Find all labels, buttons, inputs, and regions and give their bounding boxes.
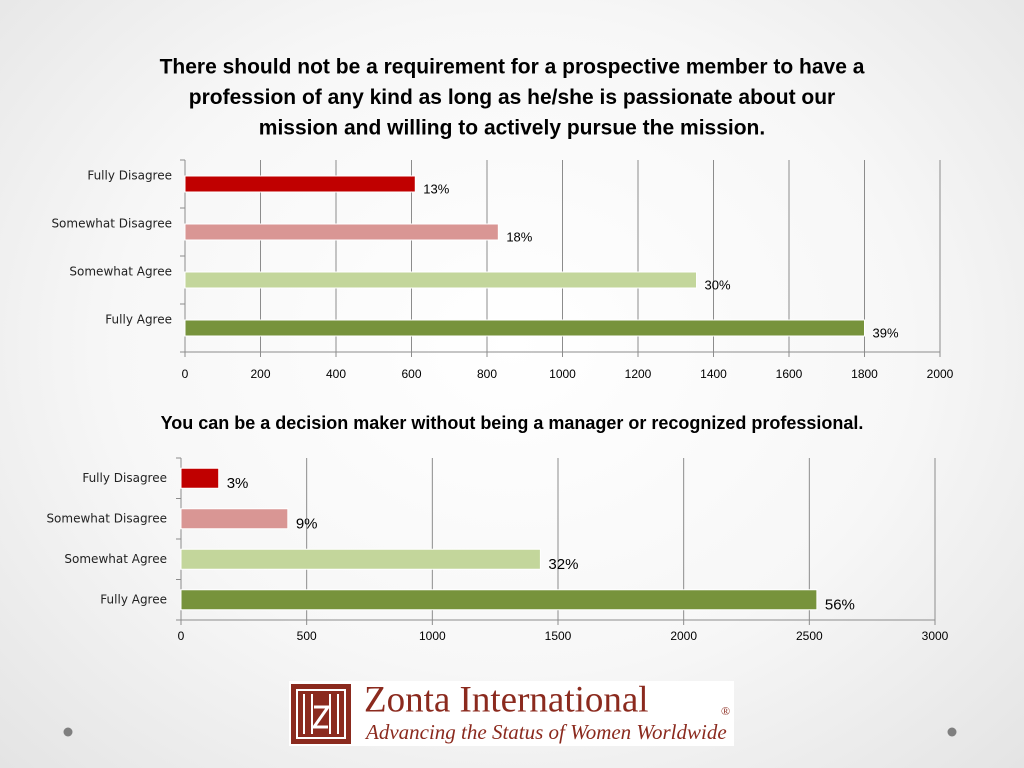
category-label: Fully Disagree [82, 471, 167, 485]
x-tick-label: 1600 [776, 367, 803, 381]
x-tick-label: 600 [401, 367, 421, 381]
category-label: Fully Disagree [87, 169, 172, 183]
x-tick-label: 1000 [419, 629, 446, 643]
category-label: Fully Agree [100, 592, 167, 606]
category-label: Somewhat Agree [69, 265, 172, 279]
bar [184, 175, 416, 193]
logo: Zonta International ® Advancing the Stat… [289, 679, 734, 746]
category-label: Somewhat Disagree [51, 217, 172, 231]
x-tick-label: 0 [182, 367, 189, 381]
x-tick-label: 1000 [549, 367, 576, 381]
x-tick-label: 2000 [670, 629, 697, 643]
chart-title: You can be a decision maker without bein… [161, 413, 864, 433]
bar [180, 548, 541, 570]
bar [180, 508, 289, 530]
category-label: Fully Agree [105, 313, 172, 327]
bar [184, 223, 499, 241]
data-label: 18% [506, 229, 532, 244]
bar [180, 467, 220, 489]
logo-registered: ® [721, 704, 730, 718]
data-label: 9% [296, 516, 318, 533]
corner-dot [947, 727, 957, 737]
x-tick-label: 200 [250, 367, 270, 381]
chart-title: mission and willing to actively pursue t… [259, 117, 765, 140]
logo-name: Zonta International [364, 679, 649, 720]
data-label: 30% [705, 277, 731, 292]
corner-dot [63, 727, 73, 737]
category-label: Somewhat Agree [64, 552, 167, 566]
x-tick-label: 0 [178, 629, 185, 643]
x-tick-label: 1400 [700, 367, 727, 381]
data-label: 56% [825, 597, 855, 614]
x-tick-label: 400 [326, 367, 346, 381]
chart-title: There should not be a requirement for a … [160, 56, 865, 79]
x-tick-label: 2500 [796, 629, 823, 643]
data-label: 32% [548, 556, 578, 573]
bar [180, 589, 818, 611]
category-label: Somewhat Disagree [46, 511, 167, 525]
logo-emblem-columns [303, 694, 339, 734]
logo-emblem-z [311, 705, 331, 729]
logo-emblem-frame [296, 689, 346, 739]
data-label: 3% [227, 475, 249, 492]
x-tick-label: 500 [297, 629, 317, 643]
x-tick-label: 1500 [545, 629, 572, 643]
x-tick-label: 1800 [851, 367, 878, 381]
data-label: 13% [423, 181, 449, 196]
bar [184, 271, 698, 289]
logo-emblem [291, 684, 351, 744]
logo-background [289, 681, 734, 746]
x-tick-label: 2000 [927, 367, 954, 381]
bar [184, 319, 865, 337]
logo-tagline: Advancing the Status of Women Worldwide [364, 720, 727, 744]
x-tick-label: 800 [477, 367, 497, 381]
x-tick-label: 3000 [922, 629, 949, 643]
chart-title: profession of any kind as long as he/she… [189, 86, 835, 109]
x-tick-label: 1200 [625, 367, 652, 381]
data-label: 39% [873, 325, 899, 340]
